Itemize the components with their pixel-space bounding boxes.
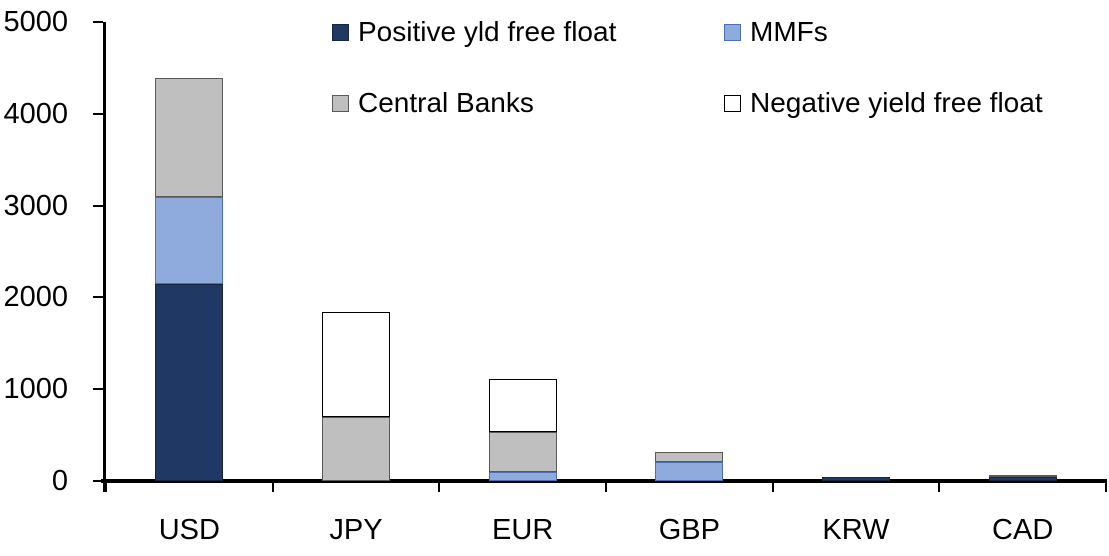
legend-label: MMFs: [750, 16, 828, 47]
x-axis-tick: [938, 483, 941, 492]
y-axis-tick: [93, 480, 103, 482]
bar-segment-JPY-negative-yield-free-float: [322, 312, 390, 417]
x-category-label: GBP: [658, 514, 720, 546]
y-axis-tick: [93, 388, 103, 391]
bar-segment-USD-central-banks: [155, 77, 224, 198]
x-axis-tick: [438, 483, 441, 492]
legend-item-negative-yield-free-float: Negative yield free float: [724, 87, 1043, 119]
legend-label: Positive yld free float: [358, 16, 617, 47]
y-tick-label: 3000: [3, 189, 68, 222]
legend-swatch-icon: [724, 94, 741, 112]
legend-item-positive-yld-free-float: Positive yld free float: [332, 16, 616, 48]
y-axis-tick: [93, 204, 103, 207]
y-tick-label: 4000: [3, 97, 68, 130]
y-tick-label: 0: [51, 465, 68, 497]
x-axis-tick: [1105, 483, 1107, 492]
bar-segment-KRW-positive-yld-free-float: [822, 477, 890, 481]
bar-segment-EUR-negative-yield-free-float: [488, 379, 557, 432]
legend-swatch-icon: [332, 23, 349, 41]
bar-segment-USD-mmfs: [155, 197, 224, 284]
y-tick-label: 2000: [3, 281, 68, 314]
plot-area: [93, 21, 1107, 492]
x-category-label: USD: [158, 514, 220, 546]
legend-label: Negative yield free float: [750, 87, 1043, 118]
bar-segment-EUR-mmfs: [488, 471, 557, 481]
bar-segment-CAD-central-banks: [988, 474, 1057, 477]
x-category-label: JPY: [329, 514, 383, 546]
bar-segment-GBP-mmfs: [655, 461, 724, 481]
x-category-label: CAD: [992, 514, 1054, 546]
x-axis-tick: [771, 483, 774, 492]
y-axis-tick: [93, 112, 103, 115]
bar-segment-CAD-positive-yld-free-float: [988, 476, 1057, 481]
x-axis-tick: [105, 483, 107, 492]
legend-item-mmfs: MMFs: [724, 16, 828, 48]
x-axis-tick: [271, 483, 274, 492]
y-axis-line: [103, 22, 106, 492]
bar-segment-USD-positive-yld-free-float: [155, 283, 224, 481]
x-axis-tick: [605, 483, 607, 492]
x-category-label: KRW: [822, 514, 890, 546]
y-axis-tick: [93, 296, 103, 299]
x-category-label: EUR: [492, 514, 554, 546]
y-axis-tick: [93, 21, 103, 23]
y-tick-label: 1000: [3, 373, 68, 406]
legend-item-central-banks: Central Banks: [332, 87, 534, 119]
legend-swatch-icon: [332, 94, 349, 112]
bar-segment-JPY-central-banks: [322, 416, 390, 481]
bar-segment-EUR-central-banks: [488, 431, 557, 472]
legend-label: Central Banks: [358, 87, 534, 118]
bar-segment-GBP-central-banks: [655, 452, 724, 462]
y-tick-label: 5000: [3, 6, 68, 38]
x-axis-line: [101, 479, 1107, 483]
legend-swatch-icon: [724, 23, 741, 41]
